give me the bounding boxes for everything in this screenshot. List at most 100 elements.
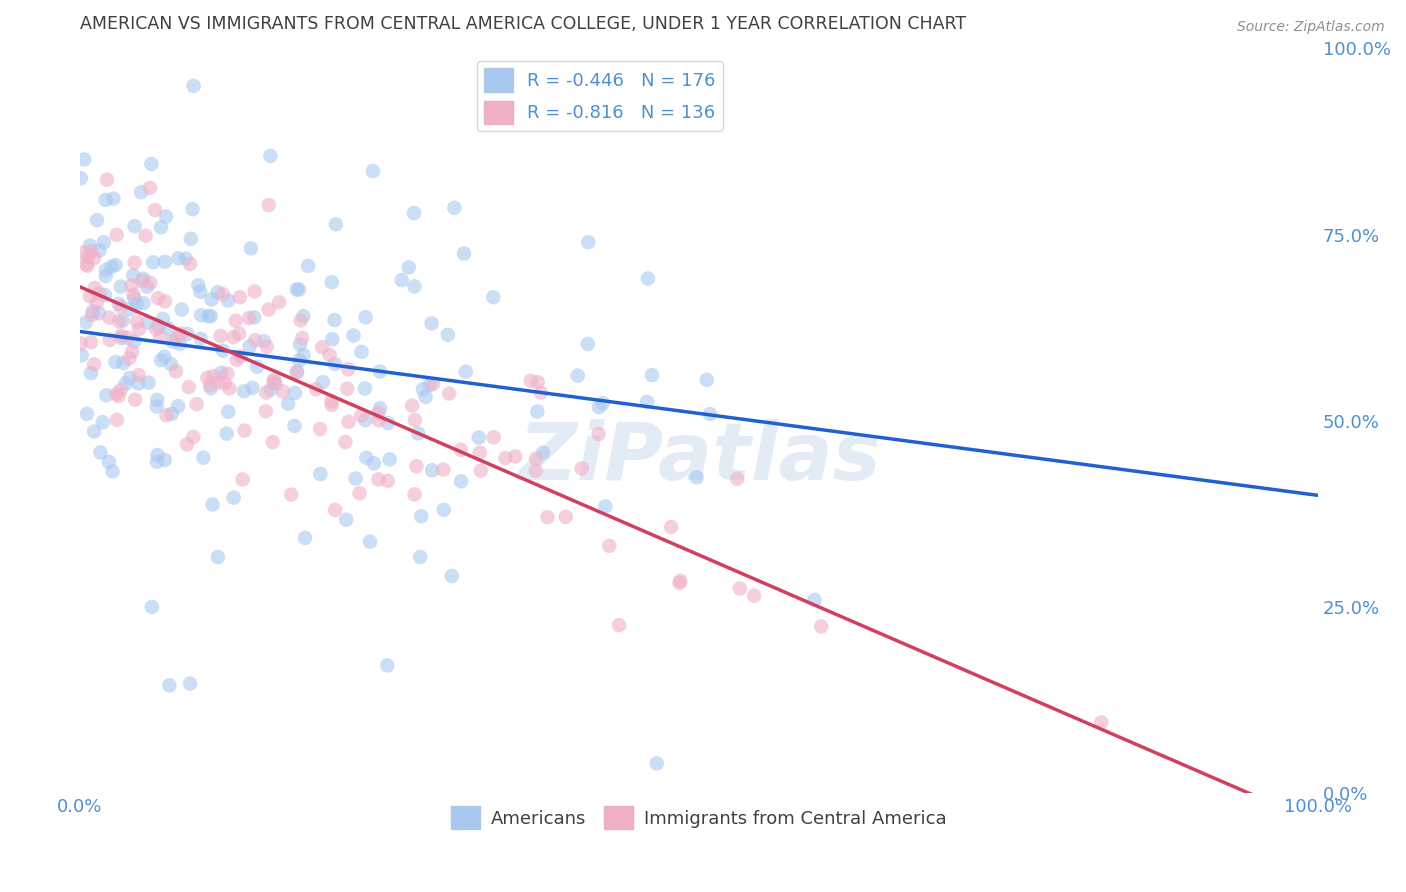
Point — [166, 332, 188, 346]
Point — [100, 260, 122, 274]
Point — [83, 251, 105, 265]
Point — [200, 381, 222, 395]
Point — [89, 286, 111, 301]
Point — [292, 348, 315, 362]
Point — [107, 389, 129, 403]
Point — [269, 295, 291, 310]
Point — [149, 329, 172, 343]
Point — [350, 344, 373, 359]
Point — [450, 442, 472, 457]
Point — [264, 376, 287, 391]
Point — [181, 202, 204, 217]
Point — [179, 257, 201, 271]
Point — [263, 373, 285, 387]
Point — [285, 283, 308, 297]
Text: Source: ZipAtlas.com: Source: ZipAtlas.com — [1237, 20, 1385, 34]
Point — [110, 331, 132, 345]
Point — [453, 246, 475, 260]
Point — [198, 378, 221, 392]
Point — [349, 486, 371, 500]
Point — [699, 407, 721, 421]
Point — [207, 376, 229, 390]
Point — [169, 337, 191, 351]
Point — [146, 448, 169, 462]
Point — [531, 446, 554, 460]
Point — [260, 383, 283, 397]
Point — [150, 353, 173, 368]
Point — [433, 503, 456, 517]
Point — [96, 172, 118, 186]
Point — [239, 241, 262, 255]
Point — [309, 467, 332, 481]
Point — [150, 220, 173, 235]
Point — [80, 244, 103, 259]
Point — [114, 376, 136, 391]
Point — [254, 385, 277, 400]
Point — [404, 279, 426, 293]
Point — [290, 313, 312, 327]
Point — [145, 322, 167, 336]
Point — [519, 374, 541, 388]
Point — [98, 310, 121, 325]
Point — [120, 278, 142, 293]
Point — [253, 334, 276, 349]
Point — [440, 569, 463, 583]
Point — [141, 157, 163, 171]
Point — [97, 455, 120, 469]
Point — [288, 337, 311, 351]
Point — [188, 285, 211, 299]
Point — [294, 531, 316, 545]
Point — [356, 450, 378, 465]
Point — [167, 399, 190, 413]
Point — [375, 658, 398, 673]
Point — [201, 498, 224, 512]
Point — [254, 404, 277, 418]
Point — [103, 192, 125, 206]
Point — [167, 252, 190, 266]
Point — [146, 291, 169, 305]
Point — [593, 500, 616, 514]
Point — [419, 378, 441, 392]
Point — [169, 326, 191, 341]
Point — [104, 258, 127, 272]
Point — [207, 285, 229, 300]
Point — [576, 235, 599, 249]
Point — [162, 334, 184, 349]
Point — [336, 382, 359, 396]
Point — [283, 418, 305, 433]
Point — [200, 310, 222, 324]
Point — [323, 503, 346, 517]
Point — [363, 456, 385, 470]
Point — [82, 304, 104, 318]
Point — [174, 252, 197, 266]
Point — [222, 330, 245, 344]
Point — [243, 333, 266, 347]
Point — [323, 357, 346, 371]
Point — [222, 491, 245, 505]
Point — [228, 326, 250, 341]
Point — [233, 384, 256, 399]
Point — [73, 153, 96, 167]
Point — [810, 619, 832, 633]
Point — [218, 381, 240, 395]
Point — [468, 431, 491, 445]
Point — [288, 353, 311, 368]
Point — [246, 359, 269, 374]
Point — [367, 406, 389, 420]
Point — [263, 375, 285, 389]
Point — [211, 287, 233, 301]
Point — [530, 385, 553, 400]
Point — [209, 329, 232, 343]
Point — [607, 618, 630, 632]
Point — [437, 386, 460, 401]
Point — [229, 350, 252, 364]
Point — [183, 430, 205, 444]
Point — [367, 413, 389, 427]
Point — [146, 455, 169, 469]
Point — [153, 350, 176, 364]
Point — [83, 425, 105, 439]
Point — [153, 294, 176, 309]
Point — [412, 382, 434, 396]
Point — [468, 445, 491, 459]
Point — [146, 392, 169, 407]
